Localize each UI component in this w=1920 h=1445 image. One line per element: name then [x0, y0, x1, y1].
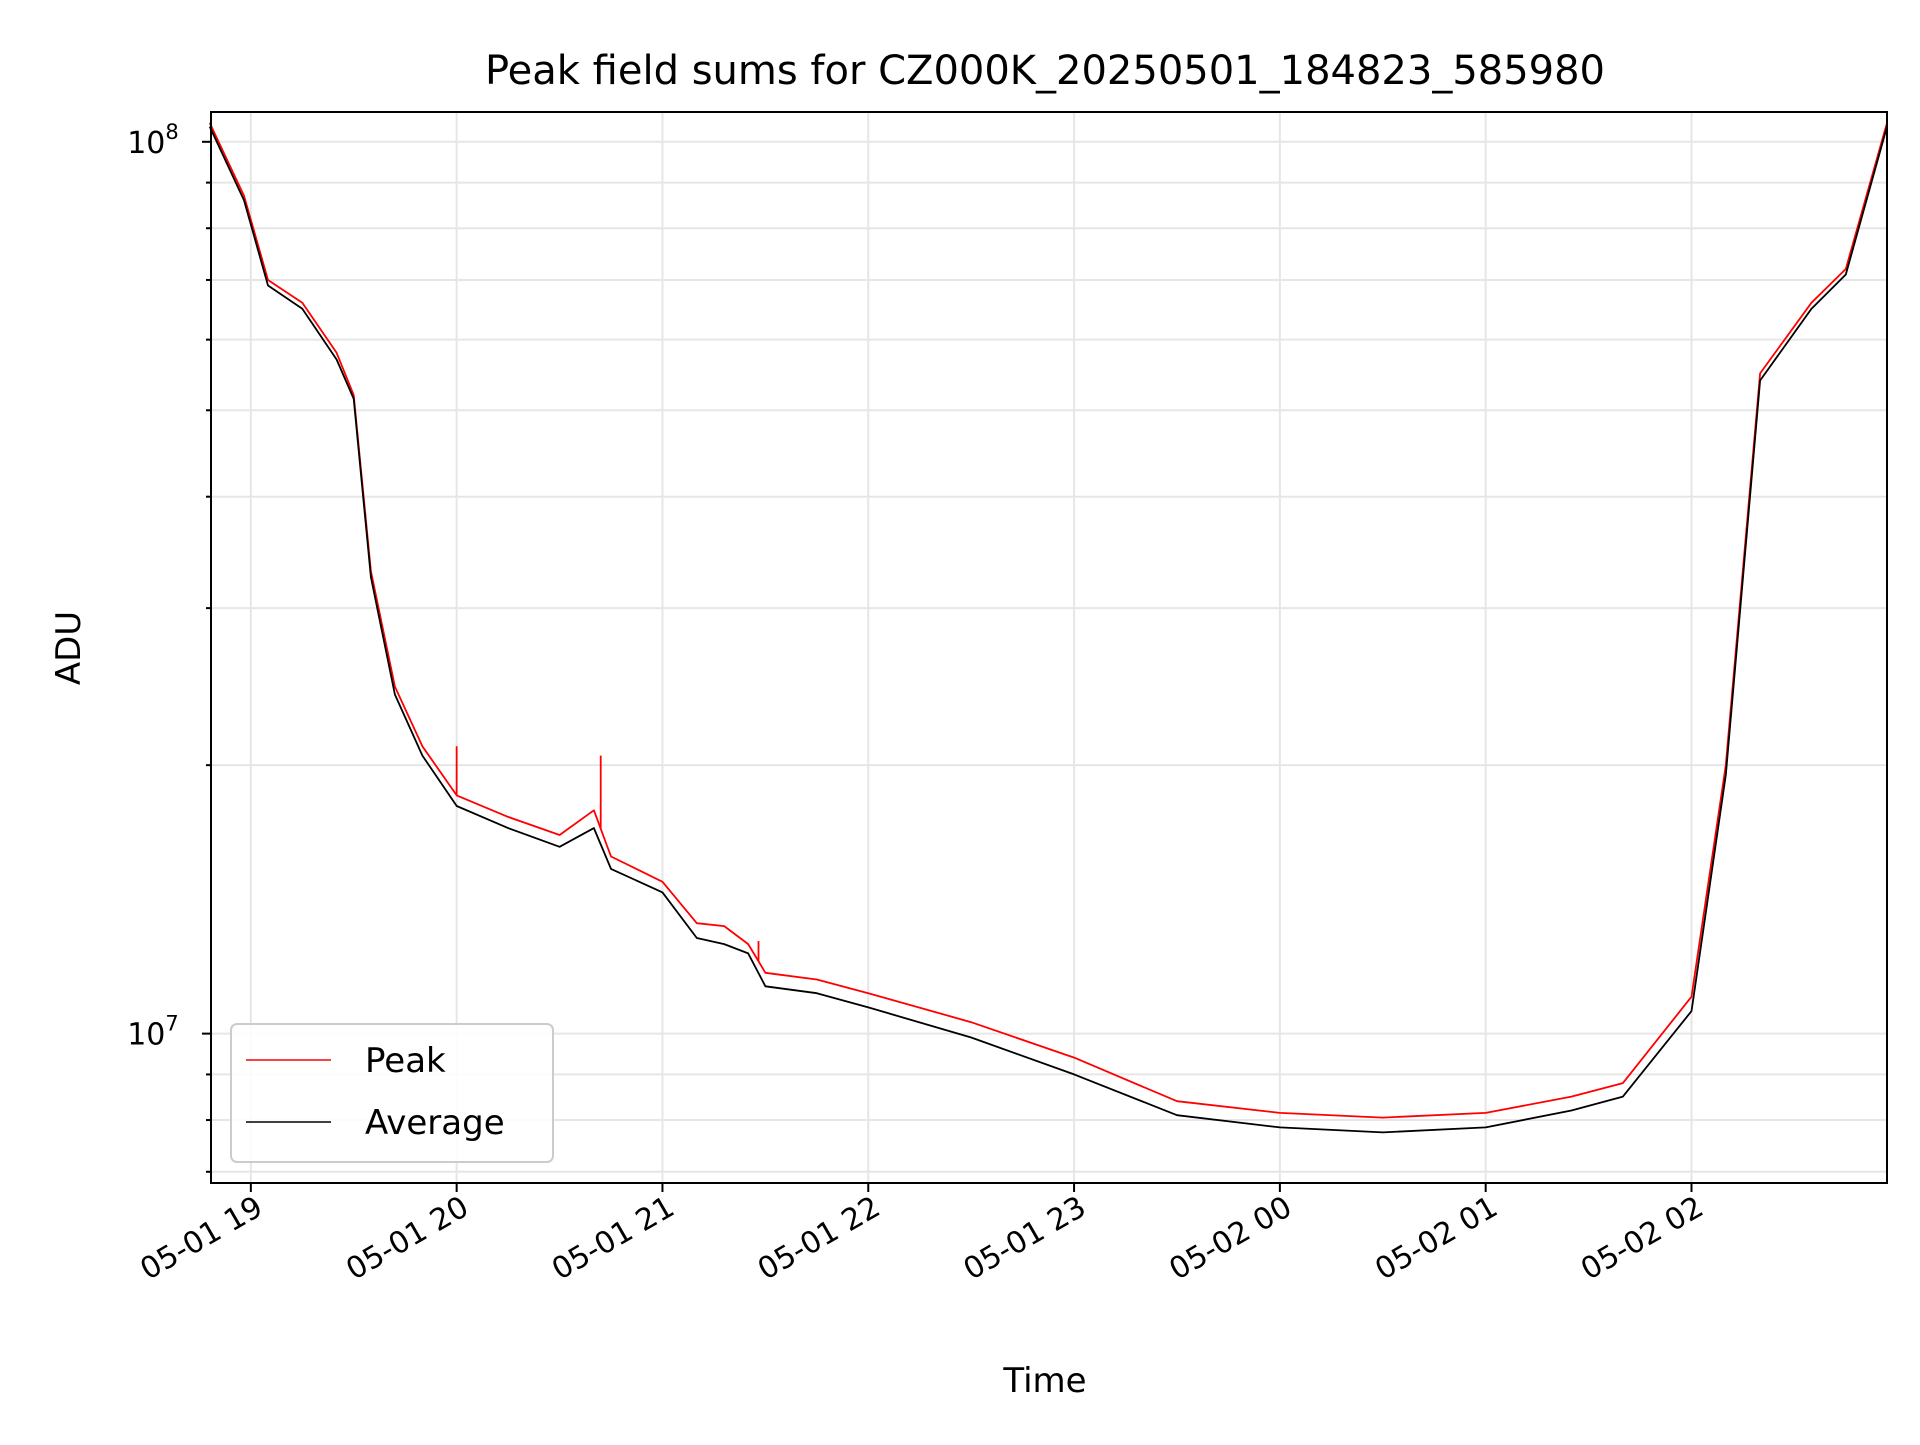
chart-title: Peak field sums for CZ000K_20250501_1848… [485, 48, 1605, 94]
series-line-average [208, 126, 1888, 1134]
y-tick-label: 107 [127, 1012, 179, 1053]
y-axis-label: ADU [49, 611, 89, 685]
legend-label-peak: Peak [365, 1041, 446, 1081]
x-axis-label: Time [1002, 1361, 1086, 1401]
legend-box [230, 1023, 554, 1163]
legend: Peak Average [230, 1023, 554, 1163]
y-tick-label: 108 [127, 120, 179, 161]
plot-frame [210, 111, 1888, 1184]
legend-label-average: Average [365, 1103, 505, 1143]
series-lines [208, 122, 1888, 1134]
